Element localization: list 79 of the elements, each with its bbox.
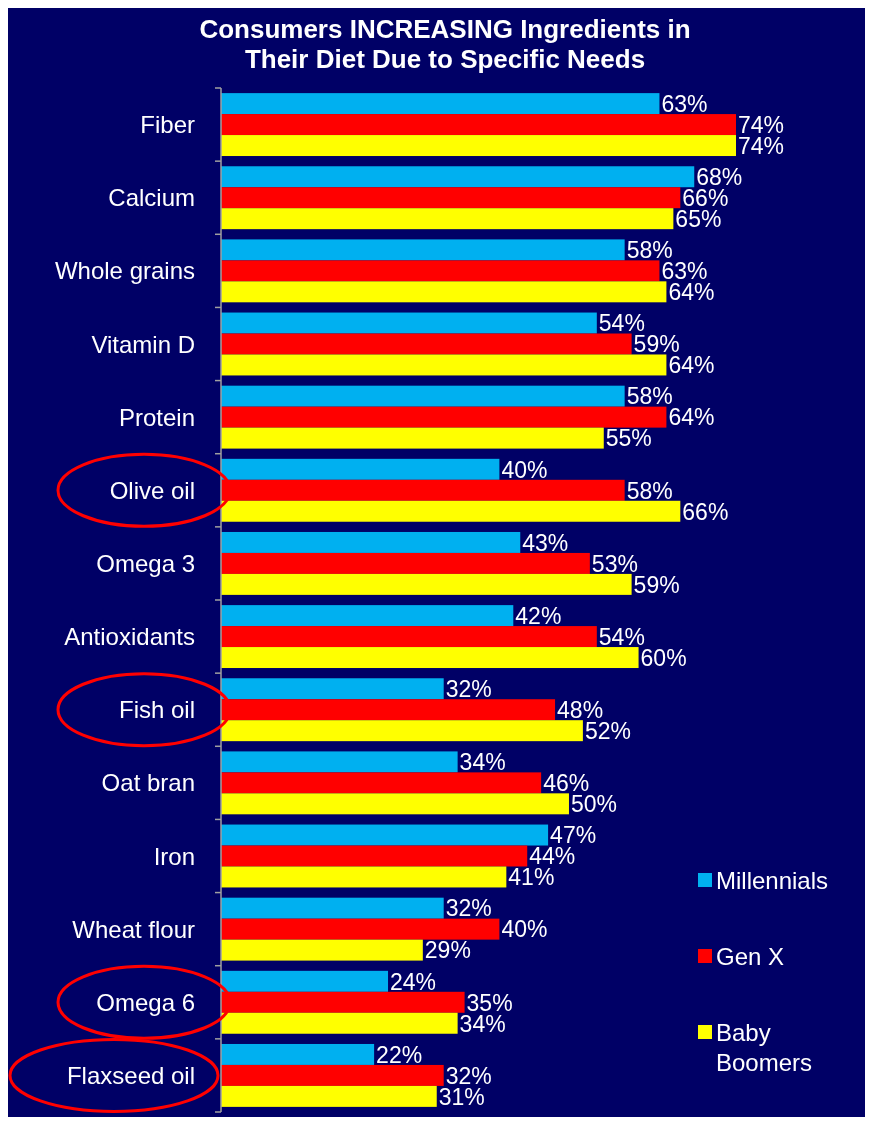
bar	[221, 824, 549, 846]
bar	[221, 239, 625, 261]
y-tick-label: Fish oil	[118, 696, 195, 724]
data-label: 42%	[515, 602, 562, 629]
y-tick-label: Oat bran	[101, 769, 195, 797]
y-tick-label: Omega 6	[96, 988, 195, 1016]
bar	[221, 647, 639, 669]
data-label: 64%	[668, 352, 715, 379]
y-tick-label: Whole grains	[54, 257, 195, 285]
bar	[221, 281, 667, 303]
data-label: 64%	[668, 404, 715, 431]
data-label: 34%	[459, 749, 506, 776]
bar	[221, 385, 625, 407]
bar	[221, 626, 597, 648]
bar	[221, 699, 556, 721]
bar	[221, 333, 632, 355]
bar	[221, 918, 500, 940]
y-tick-label: Calcium	[108, 184, 195, 212]
bar	[221, 531, 521, 553]
y-tick-label: Flaxseed oil	[66, 1062, 195, 1090]
bar	[221, 187, 681, 209]
bar	[221, 678, 444, 700]
chart-title: Consumers INCREASING Ingredients in Their Diet Due to Specific Needs	[199, 14, 691, 74]
bar	[221, 1064, 444, 1086]
y-tick-label: Protein	[118, 403, 195, 431]
data-label: 22%	[376, 1041, 423, 1068]
y-tick-label: Omega 3	[96, 550, 195, 578]
data-label: 64%	[668, 279, 715, 306]
data-label: 55%	[605, 425, 652, 452]
bar	[221, 970, 389, 992]
bar	[221, 552, 590, 574]
bar	[221, 793, 569, 815]
bar	[221, 354, 667, 376]
bar	[221, 208, 674, 230]
bar	[221, 260, 660, 282]
bar	[221, 479, 625, 501]
legend-label: Millennials	[716, 866, 829, 894]
data-label: 32%	[445, 895, 492, 922]
y-tick-label: Wheat flour	[72, 915, 196, 943]
data-label: 29%	[424, 937, 471, 964]
data-label: 41%	[508, 864, 555, 891]
data-label: 40%	[501, 916, 548, 943]
y-tick-label: Fiber	[140, 111, 195, 139]
bar	[221, 312, 597, 334]
data-label: 58%	[626, 477, 673, 504]
bar	[221, 772, 542, 794]
bar	[221, 939, 423, 961]
bar	[221, 500, 681, 522]
data-label: 32%	[445, 676, 492, 703]
y-tick-label: Iron	[153, 842, 195, 870]
legend-label: Gen X	[716, 942, 785, 970]
bar	[221, 1043, 375, 1065]
bar	[221, 1085, 437, 1107]
bar	[221, 135, 736, 157]
bar	[221, 93, 660, 115]
bar	[221, 573, 632, 595]
bar	[221, 866, 507, 888]
bar	[221, 166, 695, 188]
bar	[221, 406, 667, 428]
data-label: 43%	[522, 529, 569, 556]
bar	[221, 720, 583, 742]
data-label: 40%	[501, 456, 548, 483]
bar	[221, 427, 604, 449]
data-label: 63%	[661, 90, 708, 117]
bar	[221, 605, 514, 627]
bar	[221, 1012, 458, 1034]
bar	[221, 845, 528, 867]
bar	[221, 991, 465, 1013]
y-tick-label: Vitamin D	[91, 330, 195, 358]
bar	[221, 458, 500, 480]
y-tick-label: Olive oil	[109, 476, 195, 504]
bar	[221, 114, 736, 136]
data-label: 66%	[682, 498, 729, 525]
bar	[221, 751, 458, 773]
legend-label: Baby Boomers	[716, 1018, 813, 1076]
data-label: 50%	[570, 791, 618, 818]
data-label: 24%	[390, 968, 437, 995]
bar	[221, 897, 444, 919]
y-tick-label: Antioxidants	[64, 623, 195, 651]
